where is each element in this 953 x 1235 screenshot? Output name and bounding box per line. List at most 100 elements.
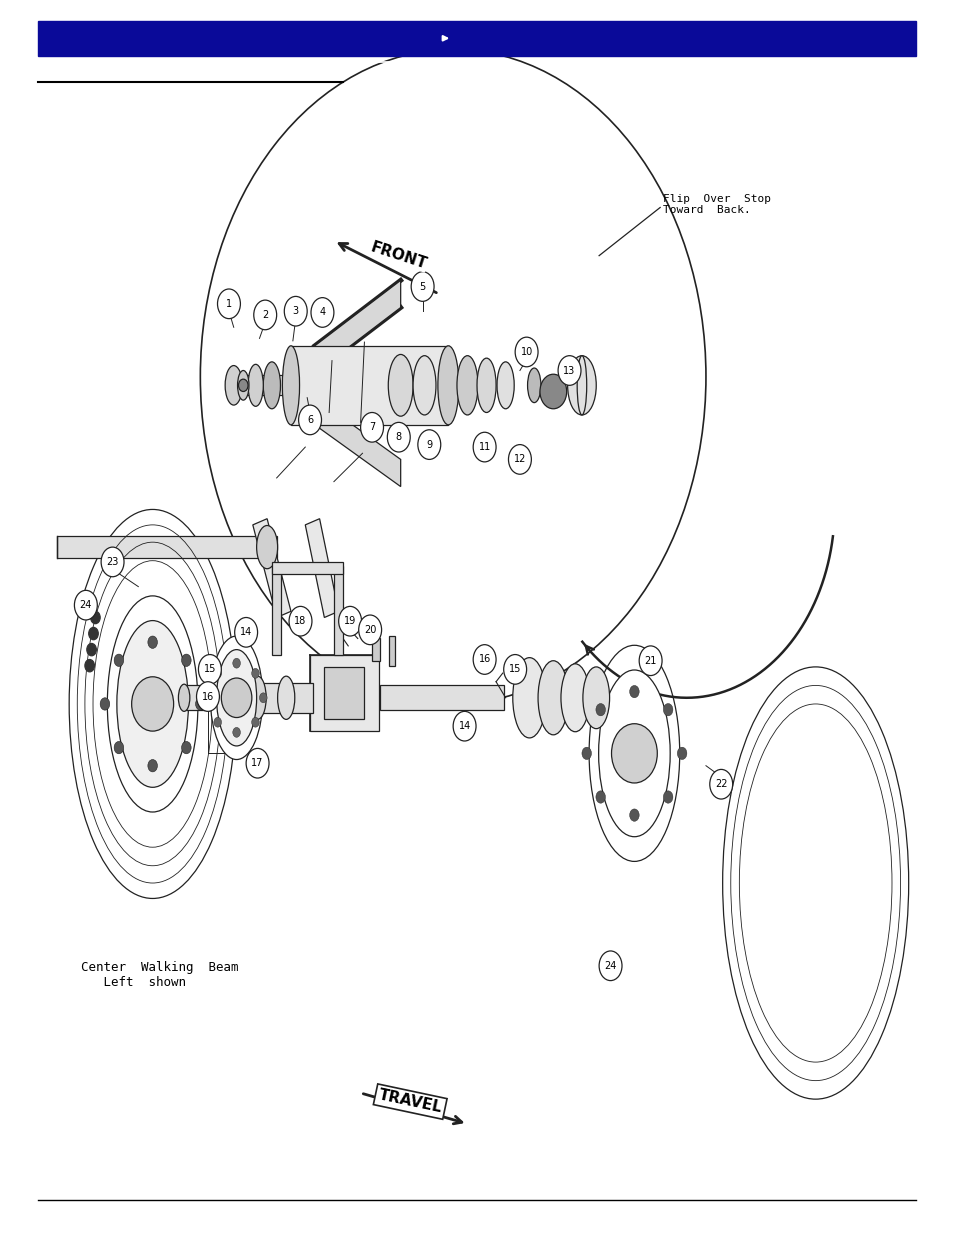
Circle shape: [85, 659, 94, 672]
Circle shape: [539, 374, 566, 409]
Ellipse shape: [70, 509, 235, 899]
FancyBboxPatch shape: [291, 346, 448, 425]
Circle shape: [259, 693, 267, 703]
Circle shape: [114, 655, 124, 667]
Circle shape: [581, 747, 591, 760]
Circle shape: [198, 655, 221, 684]
Ellipse shape: [437, 346, 458, 425]
Circle shape: [596, 704, 605, 716]
Ellipse shape: [248, 364, 263, 406]
Ellipse shape: [560, 664, 589, 731]
Text: 3: 3: [293, 306, 298, 316]
Ellipse shape: [413, 356, 436, 415]
Polygon shape: [314, 398, 400, 487]
FancyBboxPatch shape: [38, 21, 915, 56]
Ellipse shape: [388, 354, 413, 416]
Ellipse shape: [537, 661, 568, 735]
Text: 21: 21: [644, 656, 656, 666]
Circle shape: [662, 704, 672, 716]
Text: 15: 15: [204, 664, 215, 674]
Circle shape: [411, 272, 434, 301]
FancyBboxPatch shape: [233, 375, 286, 395]
Circle shape: [74, 590, 97, 620]
Circle shape: [358, 615, 381, 645]
FancyBboxPatch shape: [389, 636, 395, 666]
FancyBboxPatch shape: [379, 685, 503, 710]
Text: 20: 20: [364, 625, 375, 635]
Circle shape: [596, 790, 605, 803]
Circle shape: [387, 422, 410, 452]
Circle shape: [148, 636, 157, 648]
Ellipse shape: [256, 526, 277, 568]
Ellipse shape: [237, 370, 249, 400]
Circle shape: [234, 618, 257, 647]
Ellipse shape: [527, 368, 540, 403]
Text: Flip  Over  Stop
Toward  Back.: Flip Over Stop Toward Back.: [662, 194, 770, 215]
Text: 6: 6: [307, 415, 313, 425]
Text: 10: 10: [520, 347, 532, 357]
Text: 7: 7: [369, 422, 375, 432]
Circle shape: [629, 809, 639, 821]
Circle shape: [89, 627, 98, 640]
Text: 23: 23: [107, 557, 118, 567]
Circle shape: [515, 337, 537, 367]
Ellipse shape: [210, 636, 262, 760]
Circle shape: [252, 718, 259, 727]
Text: 9: 9: [426, 440, 432, 450]
Circle shape: [101, 547, 124, 577]
FancyBboxPatch shape: [272, 566, 281, 655]
Text: FRONT: FRONT: [368, 240, 429, 272]
Ellipse shape: [567, 356, 596, 415]
Circle shape: [298, 405, 321, 435]
Polygon shape: [305, 519, 338, 618]
Circle shape: [709, 769, 732, 799]
Circle shape: [503, 655, 526, 684]
Circle shape: [473, 645, 496, 674]
Circle shape: [253, 300, 276, 330]
Circle shape: [558, 356, 580, 385]
Ellipse shape: [249, 677, 266, 719]
Text: 5: 5: [419, 282, 425, 291]
Ellipse shape: [598, 669, 669, 837]
Ellipse shape: [107, 597, 198, 813]
Circle shape: [611, 724, 657, 783]
Text: 11: 11: [478, 442, 490, 452]
Ellipse shape: [476, 358, 496, 412]
Circle shape: [195, 698, 205, 710]
FancyBboxPatch shape: [310, 655, 378, 731]
FancyBboxPatch shape: [257, 683, 313, 713]
FancyBboxPatch shape: [334, 566, 343, 655]
Circle shape: [233, 658, 240, 668]
Ellipse shape: [178, 684, 190, 711]
Ellipse shape: [456, 356, 477, 415]
Ellipse shape: [513, 657, 546, 737]
FancyBboxPatch shape: [372, 638, 379, 661]
Circle shape: [338, 606, 361, 636]
Circle shape: [87, 643, 96, 656]
Text: 12: 12: [514, 454, 525, 464]
Ellipse shape: [116, 621, 188, 788]
Ellipse shape: [577, 356, 586, 415]
Circle shape: [233, 727, 240, 737]
FancyBboxPatch shape: [186, 685, 238, 710]
Ellipse shape: [589, 645, 679, 862]
Circle shape: [417, 430, 440, 459]
Circle shape: [246, 748, 269, 778]
Text: 16: 16: [202, 692, 213, 701]
Circle shape: [629, 685, 639, 698]
Circle shape: [508, 445, 531, 474]
FancyBboxPatch shape: [272, 562, 343, 574]
Text: Center  Walking  Beam
   Left  shown: Center Walking Beam Left shown: [81, 961, 238, 989]
Circle shape: [196, 682, 219, 711]
Ellipse shape: [277, 677, 294, 719]
Circle shape: [677, 747, 686, 760]
Text: 24: 24: [80, 600, 91, 610]
Text: 17: 17: [252, 758, 263, 768]
Circle shape: [114, 741, 124, 753]
Text: TRAVEL: TRAVEL: [376, 1088, 443, 1115]
Ellipse shape: [263, 362, 280, 409]
Circle shape: [639, 646, 661, 676]
Text: 2: 2: [262, 310, 268, 320]
Circle shape: [181, 741, 191, 753]
Circle shape: [100, 698, 110, 710]
